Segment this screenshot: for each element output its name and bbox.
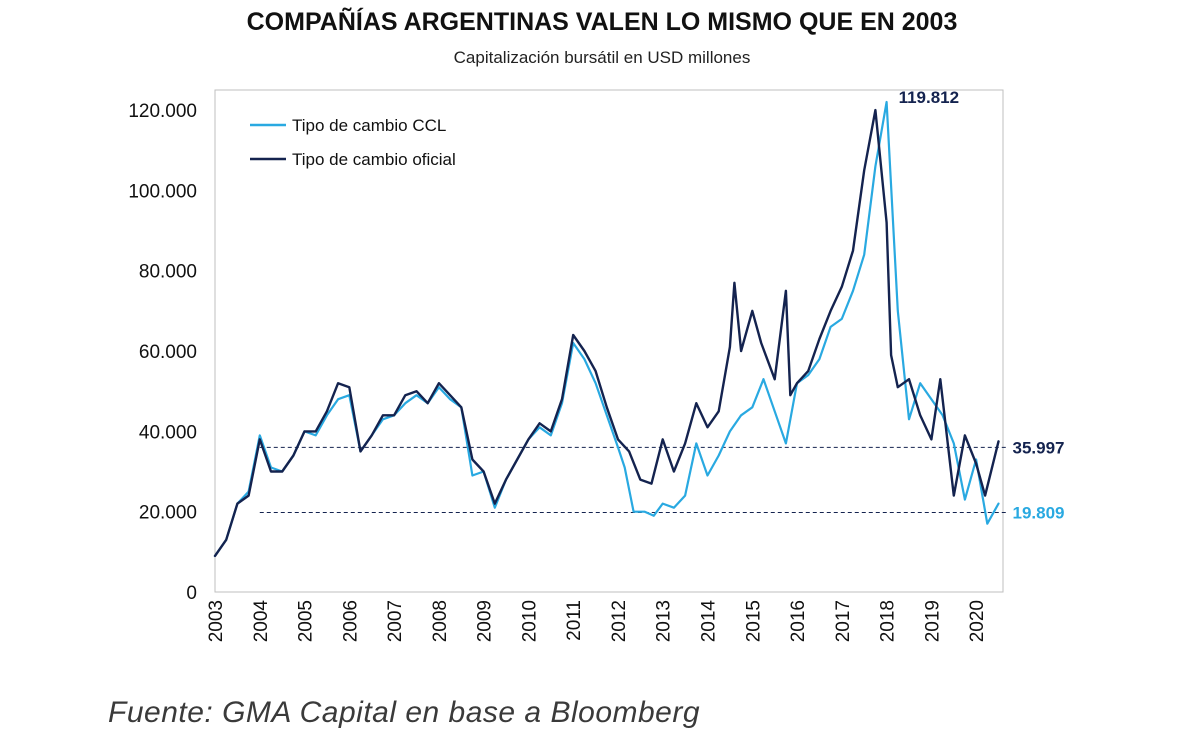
x-tick-label: 2004 <box>251 600 272 643</box>
series-line-ccl <box>213 100 1000 558</box>
legend-label-ccl: Tipo de cambio CCL <box>292 116 446 135</box>
x-tick-label: 2019 <box>922 600 943 642</box>
x-tick-label: 2016 <box>788 600 809 642</box>
x-tick-label: 2017 <box>833 600 854 642</box>
chart-title: COMPAÑÍAS ARGENTINAS VALEN LO MISMO QUE … <box>247 6 958 36</box>
y-axis-ticks: 0 20.000 40.000 60.000 80.000 100.000 120.000 <box>128 101 197 604</box>
reference-lines <box>259 446 1007 513</box>
x-tick-label: 2012 <box>609 600 630 642</box>
y-tick-label: 100.000 <box>128 181 197 202</box>
plot-area-frame <box>214 89 1004 593</box>
x-tick-label: 2010 <box>519 600 540 642</box>
series-line-oficial <box>213 108 1000 558</box>
legend-label-oficial: Tipo de cambio oficial <box>292 150 456 169</box>
x-tick-label: 2020 <box>967 600 988 642</box>
annotations: 119.812 35.997 19.809 <box>899 88 1065 523</box>
y-tick-label: 40.000 <box>139 422 197 443</box>
x-tick-label: 2008 <box>430 600 451 642</box>
chart-subtitle: Capitalización bursátil en USD millones <box>454 48 751 67</box>
x-axis-ticks: 2003 2004 2005 2006 2007 2008 2009 2010 2011 2012… <box>206 600 988 643</box>
x-tick-label: 2013 <box>654 600 675 642</box>
y-tick-label: 0 <box>186 583 197 604</box>
y-tick-label: 20.000 <box>139 503 197 524</box>
x-tick-label: 2011 <box>564 600 585 641</box>
y-tick-label: 80.000 <box>139 262 197 283</box>
legend: Tipo de cambio CCL Tipo de cambio oficial <box>250 116 456 169</box>
x-tick-label: 2005 <box>296 600 317 642</box>
x-tick-label: 2018 <box>878 600 899 642</box>
x-tick-label: 2009 <box>475 600 496 642</box>
data-label-oficial: 119.812 <box>899 88 960 107</box>
x-tick-label: 2014 <box>699 600 720 643</box>
x-tick-label: 2006 <box>340 600 361 642</box>
series-layer <box>213 100 1000 558</box>
source-note: Fuente: GMA Capital en base a Bloomberg <box>108 696 701 729</box>
x-tick-label: 2003 <box>206 600 227 642</box>
data-label-oficial: 35.997 <box>1013 438 1065 457</box>
y-tick-label: 120.000 <box>128 101 197 122</box>
x-tick-label: 2007 <box>385 600 406 642</box>
x-tick-label: 2015 <box>743 600 764 642</box>
data-label-ccl: 19.809 <box>1013 503 1065 522</box>
y-tick-label: 60.000 <box>139 342 197 363</box>
